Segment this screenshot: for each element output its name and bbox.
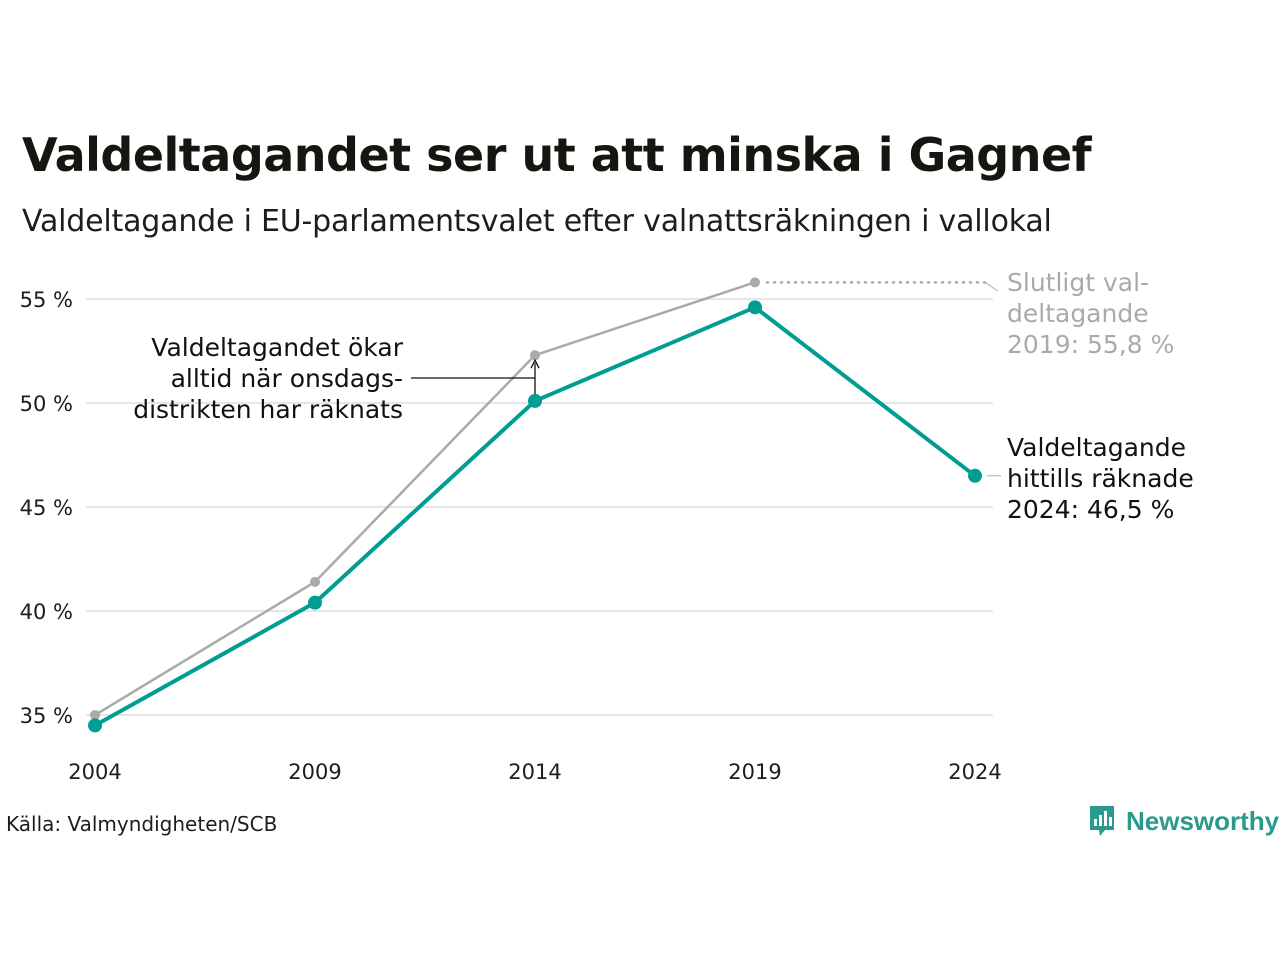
y-tick-label: 55 % (20, 288, 73, 312)
y-tick-label: 35 % (20, 704, 73, 728)
counted-turnout-point (308, 595, 322, 610)
counted-2024-label: 2024: 46,5 % (1007, 495, 1174, 524)
y-tick-label: 50 % (20, 392, 73, 416)
brand-name: Newsworthy (1126, 805, 1280, 836)
final-2019-leader-tick (984, 281, 999, 292)
counted-turnout-point (748, 300, 762, 315)
counted-turnout-series (88, 300, 982, 733)
x-tick-label: 2014 (508, 760, 561, 784)
final-2019-label: Slutligt val- (1007, 268, 1149, 297)
final-turnout-series (90, 277, 760, 720)
y-tick-label: 40 % (20, 600, 73, 624)
counted-2024-label: hittills räknade (1007, 464, 1194, 493)
counted-turnout-point (968, 468, 982, 483)
x-tick-label: 2004 (68, 760, 121, 784)
final-turnout-point (750, 277, 760, 288)
y-tick-label: 45 % (20, 496, 73, 520)
final-turnout-point (310, 576, 320, 587)
gridlines (86, 298, 993, 716)
final-2019-label: 2019: 55,8 % (1007, 330, 1174, 359)
newsworthy-logo-icon (1090, 806, 1114, 836)
increase-note-label: Valdeltagandet ökar (151, 333, 403, 362)
x-tick-label: 2024 (948, 760, 1001, 784)
final-turnout-point (530, 350, 540, 361)
x-axis-ticks: 2004 2009 2014 2019 2024 (68, 760, 1001, 784)
increase-note-label: alltid när onsdags- (171, 364, 403, 393)
y-axis-ticks: 35 % 40 % 45 % 50 % 55 % (20, 288, 73, 728)
chart-subtitle: Valdeltagande i EU-parlamentsvalet efter… (22, 204, 1052, 239)
x-tick-label: 2009 (288, 760, 341, 784)
final-2019-label: deltagande (1007, 299, 1149, 328)
x-tick-label: 2019 (728, 760, 781, 784)
counted-turnout-point (528, 393, 542, 408)
final-turnout-line (93, 281, 757, 717)
increase-note-label: distrikten har räknats (133, 395, 403, 424)
chart-title: Valdeltagandet ser ut att minska i Gagne… (22, 128, 1092, 182)
counted-2024-label: Valdeltagande (1007, 433, 1186, 462)
counted-turnout-point (88, 718, 102, 733)
increase-note-arrowhead (530, 358, 540, 369)
final-turnout-point (90, 710, 100, 720)
brand-logo: Newsworthy (1088, 804, 1279, 838)
source-note: Källa: Valmyndigheten/SCB (6, 812, 278, 836)
